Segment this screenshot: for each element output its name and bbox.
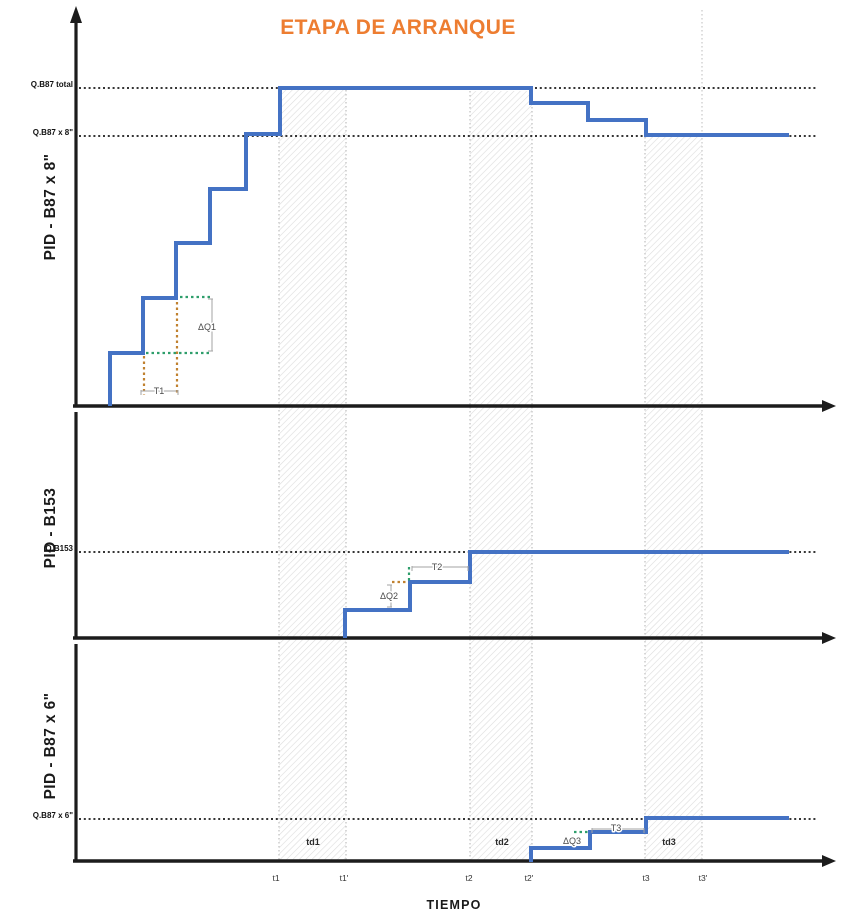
x-axis-title: TIEMPO [426,898,482,912]
x-tick-label: t2 [465,873,472,883]
panel3-x-axis-arrow [822,855,836,867]
x-tick-label: t3 [642,873,649,883]
band-td1 [279,90,346,861]
panel3-series-line [529,816,789,862]
panel2-annotation-label: T2 [432,562,443,572]
x-tick-label: t3' [699,873,708,883]
panel3-level-label: Q.B87 x 6" [33,811,73,820]
band-label: td1 [306,837,320,847]
panel1-level-label: Q.B87 x 8" [33,128,73,137]
panel1-level-label: Q.B87 total [31,80,73,89]
panel1-annotation-label: ΔQ1 [198,322,216,332]
band-td3 [645,137,702,861]
band-label: td2 [495,837,509,847]
panel1-annotation-label: T1 [154,386,165,396]
panel1-y-axis-arrow [70,6,82,23]
panel2-level-label: Q.B153 [45,544,73,553]
chart-title: ETAPA DE ARRANQUE [280,16,516,39]
x-tick-label: t1 [272,873,279,883]
panel2-series-line [343,550,789,638]
band-td2 [470,91,532,861]
band-label: td3 [662,837,676,847]
x-tick-label: t2' [525,873,534,883]
panel2-x-axis-arrow [822,632,836,644]
panel3-annotation-label: T3 [611,823,622,833]
panel2-annotation-label: ΔQ2 [380,591,398,601]
panel3-annotation-label: ΔQ3 [563,836,581,846]
panel1-x-axis-arrow [822,400,836,412]
x-tick-label: t1' [340,873,349,883]
panel1-series-line [108,86,789,406]
